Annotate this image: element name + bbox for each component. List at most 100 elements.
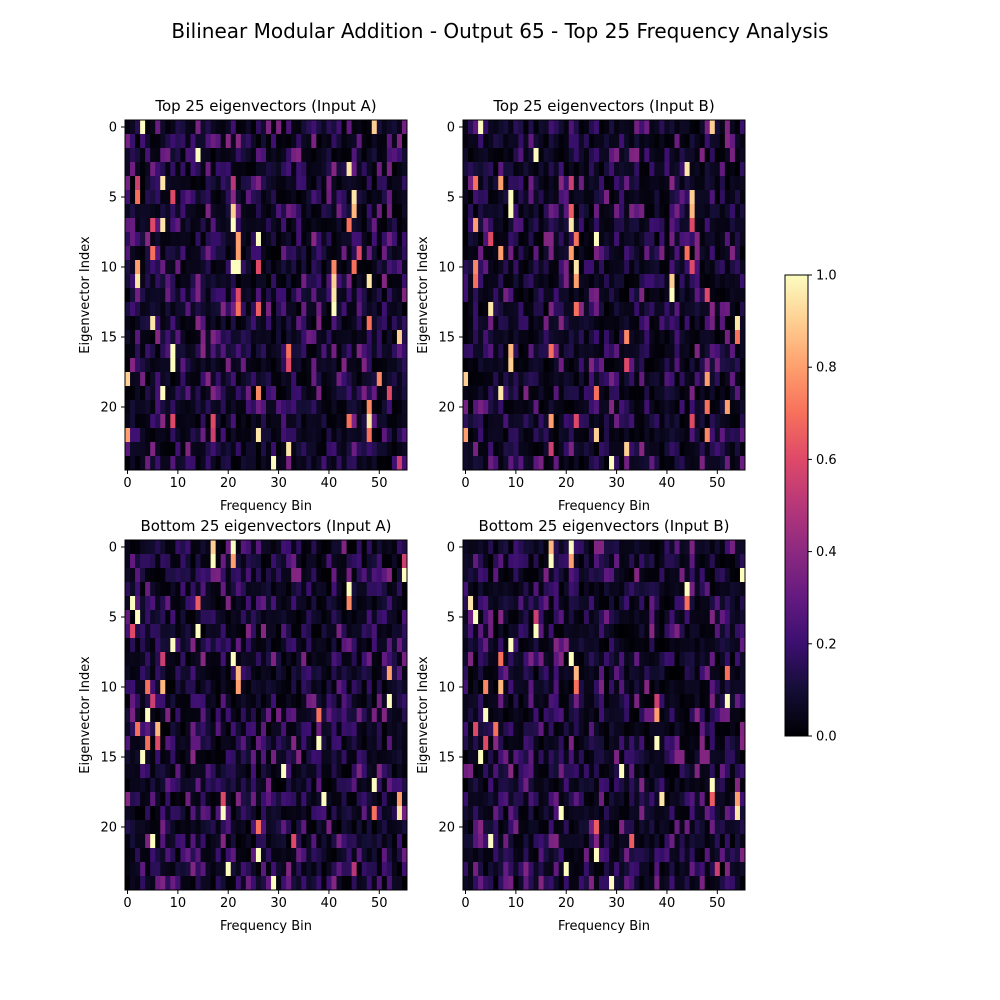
heatmap-cell bbox=[381, 288, 388, 303]
heatmap-cell bbox=[250, 400, 257, 415]
heatmap-cell bbox=[195, 428, 202, 443]
heatmap-cell bbox=[160, 428, 166, 443]
heatmap-cell bbox=[694, 400, 701, 415]
heatmap-cell bbox=[356, 456, 363, 471]
heatmap-cell bbox=[220, 316, 227, 331]
heatmap-cell bbox=[200, 722, 207, 737]
heatmap-cell bbox=[266, 708, 272, 723]
heatmap-cell bbox=[593, 372, 600, 387]
heatmap-cell bbox=[306, 610, 312, 625]
heatmap-cell bbox=[734, 596, 741, 611]
heatmap-cell bbox=[361, 750, 368, 765]
heatmap-cell bbox=[271, 792, 277, 807]
heatmap-cell bbox=[528, 386, 534, 401]
heatmap-cell bbox=[306, 638, 312, 653]
heatmap-cell bbox=[140, 778, 146, 793]
heatmap-cell bbox=[391, 330, 398, 345]
heatmap-cell bbox=[729, 582, 736, 597]
heatmap-cell bbox=[245, 708, 252, 723]
heatmap-cell bbox=[513, 344, 519, 359]
heatmap-cell bbox=[311, 162, 317, 177]
heatmap-cell bbox=[245, 764, 252, 779]
heatmap-cell bbox=[508, 204, 514, 219]
heatmap-cell bbox=[281, 568, 287, 583]
heatmap-cell bbox=[704, 610, 711, 625]
heatmap-cell bbox=[286, 372, 292, 387]
heatmap-cell bbox=[401, 274, 408, 289]
heatmap-cell bbox=[160, 134, 166, 149]
heatmap-cell bbox=[538, 386, 545, 401]
heatmap-cell bbox=[266, 736, 272, 751]
heatmap-cell bbox=[619, 694, 625, 709]
heatmap-cell bbox=[674, 414, 681, 429]
heatmap-cell bbox=[598, 386, 605, 401]
heatmap-cell bbox=[498, 316, 504, 331]
heatmap-cell bbox=[331, 568, 337, 583]
heatmap-cell bbox=[523, 134, 529, 149]
heatmap-cell bbox=[301, 414, 307, 429]
heatmap-cell bbox=[240, 302, 247, 317]
heatmap-cell bbox=[215, 316, 222, 331]
heatmap-cell bbox=[321, 876, 327, 891]
heatmap-cell bbox=[593, 344, 600, 359]
heatmap-cell bbox=[240, 876, 247, 891]
heatmap-cell bbox=[326, 218, 332, 233]
heatmap-cell bbox=[316, 456, 322, 471]
heatmap-cell bbox=[578, 134, 585, 149]
heatmap-cell bbox=[609, 176, 615, 191]
heatmap-cell bbox=[593, 610, 600, 625]
heatmap-cell bbox=[381, 778, 388, 793]
heatmap-cell bbox=[639, 652, 645, 667]
heatmap-cell bbox=[488, 540, 494, 555]
heatmap-cell bbox=[553, 456, 560, 471]
heatmap-cell bbox=[513, 694, 519, 709]
heatmap-cell bbox=[578, 708, 585, 723]
heatmap-cell bbox=[291, 764, 297, 779]
heatmap-cell bbox=[518, 680, 524, 695]
heatmap-cell bbox=[699, 344, 706, 359]
heatmap-cell bbox=[281, 624, 287, 639]
heatmap-cell bbox=[346, 764, 353, 779]
heatmap-cell bbox=[180, 428, 186, 443]
heatmap-cell bbox=[200, 190, 207, 205]
heatmap-cell bbox=[195, 456, 202, 471]
heatmap-cell bbox=[311, 204, 317, 219]
heatmap-cell bbox=[140, 134, 146, 149]
heatmap-cell bbox=[699, 302, 706, 317]
heatmap-cell bbox=[210, 680, 217, 695]
heatmap-cell bbox=[286, 148, 292, 163]
heatmap-cell bbox=[598, 190, 605, 205]
heatmap-cell bbox=[371, 624, 378, 639]
heatmap-cell bbox=[598, 568, 605, 583]
heatmap-cell bbox=[401, 400, 408, 415]
heatmap-cell bbox=[245, 386, 252, 401]
heatmap-cell bbox=[301, 288, 307, 303]
heatmap-cell bbox=[533, 190, 540, 205]
heatmap-cell bbox=[205, 120, 212, 135]
heatmap-cell bbox=[311, 372, 317, 387]
heatmap-cell bbox=[250, 414, 257, 429]
heatmap-cell bbox=[614, 708, 620, 723]
heatmap-cell bbox=[281, 288, 287, 303]
heatmap-cell bbox=[301, 428, 307, 443]
heatmap-cell bbox=[583, 190, 590, 205]
heatmap-cell bbox=[205, 204, 212, 219]
heatmap-cell bbox=[563, 400, 570, 415]
heatmap-cell bbox=[553, 274, 560, 289]
heatmap-cell bbox=[140, 848, 146, 863]
heatmap-cell bbox=[634, 694, 640, 709]
heatmap-cell bbox=[185, 610, 191, 625]
heatmap-cell bbox=[684, 176, 691, 191]
heatmap-cell bbox=[498, 694, 504, 709]
heatmap-cell bbox=[145, 302, 151, 317]
heatmap-cell bbox=[230, 722, 237, 737]
heatmap-cell bbox=[523, 610, 529, 625]
heatmap-cell bbox=[468, 694, 474, 709]
heatmap-cell bbox=[366, 722, 373, 737]
heatmap-cell bbox=[391, 596, 398, 611]
heatmap-cell bbox=[155, 316, 161, 331]
heatmap-cell bbox=[291, 792, 297, 807]
heatmap-cell bbox=[130, 428, 136, 443]
heatmap-cell bbox=[709, 190, 716, 205]
heatmap-cell bbox=[336, 442, 343, 457]
